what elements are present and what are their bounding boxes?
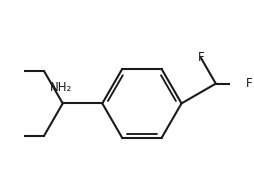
Text: F: F xyxy=(198,51,204,64)
Text: F: F xyxy=(245,77,252,90)
Text: NH₂: NH₂ xyxy=(50,81,72,94)
